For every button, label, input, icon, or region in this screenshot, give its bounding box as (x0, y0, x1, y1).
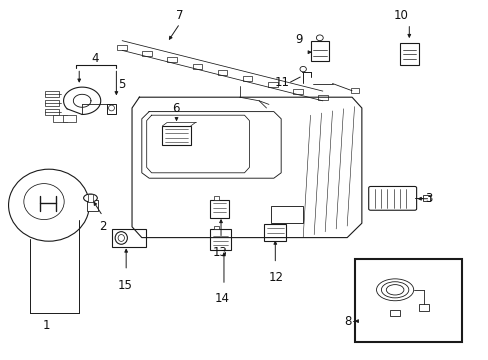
Bar (117, 45, 127, 50)
Text: 14: 14 (215, 292, 229, 305)
Ellipse shape (115, 232, 127, 244)
Bar (354, 259, 461, 342)
Bar (264, 224, 285, 241)
Bar (87, 200, 97, 211)
Bar (217, 70, 227, 75)
Text: 2: 2 (99, 220, 106, 233)
Bar (242, 76, 252, 81)
Ellipse shape (316, 35, 323, 41)
Ellipse shape (108, 105, 114, 111)
Bar (142, 51, 152, 56)
Ellipse shape (118, 235, 124, 241)
Bar (167, 57, 177, 62)
Bar (45, 100, 59, 106)
Ellipse shape (83, 194, 97, 202)
Bar (399, 43, 418, 65)
Text: 5: 5 (118, 78, 126, 91)
Text: 10: 10 (393, 9, 407, 22)
Bar (162, 126, 190, 145)
Bar (271, 206, 303, 223)
Bar (210, 229, 230, 250)
Bar (350, 88, 358, 93)
Text: 4: 4 (91, 52, 99, 65)
Ellipse shape (9, 169, 89, 241)
Text: 12: 12 (268, 271, 283, 284)
Text: 1: 1 (42, 319, 50, 332)
Bar (45, 109, 59, 115)
Bar (389, 310, 399, 316)
Bar (192, 63, 202, 68)
Ellipse shape (299, 66, 305, 72)
Text: 7: 7 (176, 9, 183, 22)
Bar (292, 89, 302, 94)
Bar (210, 200, 228, 218)
Bar (62, 115, 76, 122)
Bar (418, 304, 428, 311)
Bar (112, 229, 145, 247)
Bar (106, 104, 116, 114)
Bar (87, 194, 93, 202)
FancyBboxPatch shape (368, 186, 416, 210)
Text: 6: 6 (172, 102, 180, 115)
Bar (214, 196, 219, 200)
Bar (267, 82, 277, 87)
Text: 8: 8 (344, 315, 351, 328)
Text: 3: 3 (425, 192, 432, 205)
Bar (53, 115, 66, 122)
Ellipse shape (24, 184, 64, 220)
Bar (214, 226, 219, 229)
Bar (310, 41, 328, 61)
Text: 9: 9 (295, 33, 303, 46)
Bar (317, 95, 327, 100)
Text: 13: 13 (212, 246, 227, 258)
Bar (45, 91, 59, 97)
Bar (423, 195, 429, 201)
Text: 11: 11 (274, 76, 289, 89)
Text: 15: 15 (117, 279, 132, 292)
